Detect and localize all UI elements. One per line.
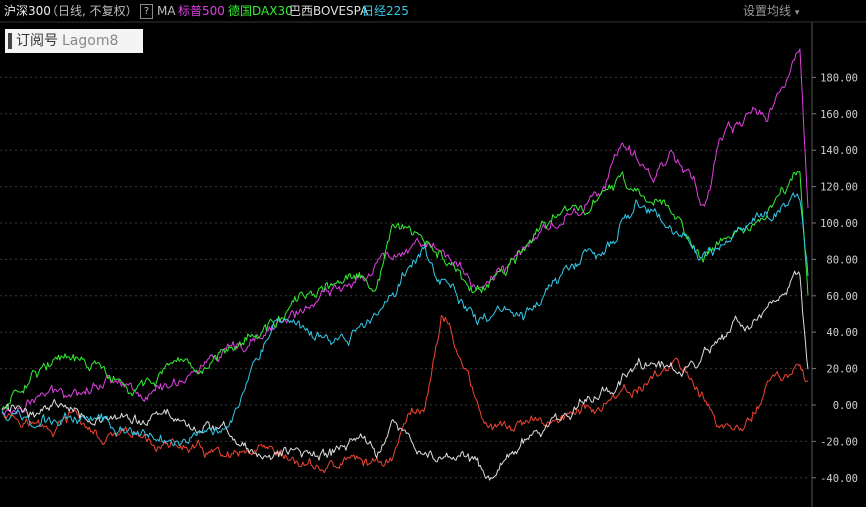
y-tick-label: 100.00 xyxy=(820,218,858,230)
series-line-4 xyxy=(1,192,809,447)
y-tick-label: 80.00 xyxy=(826,254,858,266)
legend-sp500[interactable]: 标普500 xyxy=(178,4,225,18)
y-tick-label: 40.00 xyxy=(826,327,858,339)
mode-label: （日线, 不复权） xyxy=(46,4,138,18)
series-line-3 xyxy=(1,270,809,481)
settings-ma-label: 设置均线 xyxy=(743,4,792,18)
series-line-0 xyxy=(1,315,809,474)
watermark: 订阅号 Lagom8 xyxy=(5,29,143,53)
caret-down-icon: ▾ xyxy=(794,8,800,18)
ma-label[interactable]: MA xyxy=(157,4,176,18)
legend-dax30[interactable]: 德国DAX30 xyxy=(228,4,293,18)
series-line-2 xyxy=(1,170,809,411)
y-tick-label: -40.00 xyxy=(820,473,858,485)
watermark-text-en: Lagom8 xyxy=(62,33,119,49)
legend-nikkei225[interactable]: 日经225 xyxy=(362,4,409,18)
legend-bovespa[interactable]: 巴西BOVESPA xyxy=(289,4,369,18)
chart-header: 沪深300 （日线, 不复权） ? MA 标普500 德国DAX30 巴西BOV… xyxy=(0,0,866,22)
y-tick-label: 60.00 xyxy=(826,291,858,303)
watermark-text-cn: 订阅号 xyxy=(16,33,58,49)
y-tick-label: 120.00 xyxy=(820,182,858,194)
watermark-bar-icon xyxy=(8,33,12,49)
settings-ma-button[interactable]: 设置均线 ▾ xyxy=(743,0,799,24)
y-tick-label: 0.00 xyxy=(833,400,858,412)
series-line-1 xyxy=(1,48,809,415)
y-tick-label: 140.00 xyxy=(820,145,858,157)
y-tick-label: -20.00 xyxy=(820,436,858,448)
y-tick-label: 20.00 xyxy=(826,364,858,376)
y-tick-label: 160.00 xyxy=(820,109,858,121)
help-icon[interactable]: ? xyxy=(140,4,153,19)
y-tick-label: 180.00 xyxy=(820,72,858,84)
primary-index-label[interactable]: 沪深300 xyxy=(4,4,51,18)
